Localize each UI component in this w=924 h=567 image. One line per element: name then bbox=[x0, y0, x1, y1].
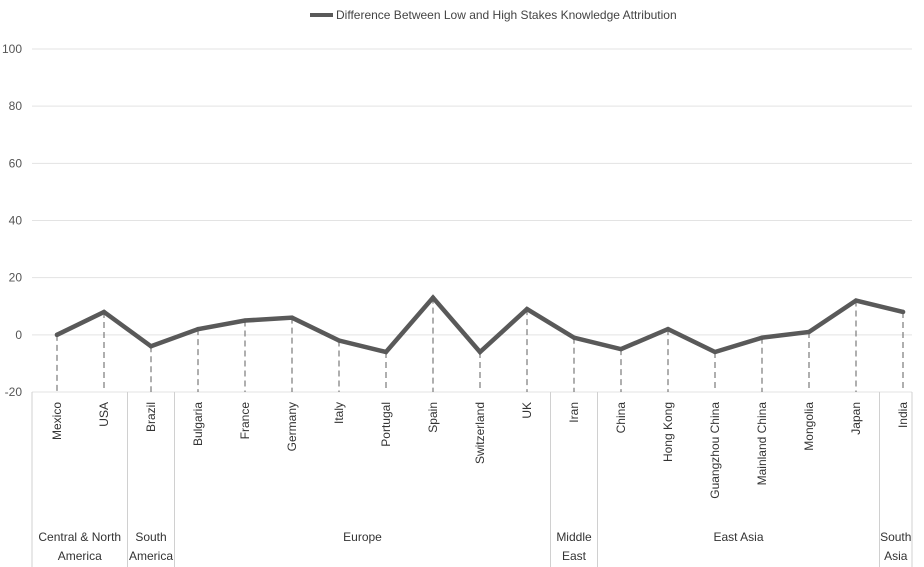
data-point bbox=[806, 329, 812, 335]
data-point bbox=[289, 315, 295, 320]
category-label: India bbox=[896, 402, 910, 428]
category-label: Hong Kong bbox=[661, 402, 675, 462]
series-line bbox=[54, 294, 906, 356]
data-point bbox=[148, 344, 154, 349]
data-point bbox=[665, 326, 671, 332]
data-point bbox=[242, 318, 248, 323]
category-table bbox=[31, 392, 913, 567]
group-label: East bbox=[562, 549, 587, 563]
data-point bbox=[54, 332, 60, 338]
category-label: Spain bbox=[426, 402, 440, 433]
data-point bbox=[524, 306, 530, 312]
category-label: Italy bbox=[332, 402, 346, 424]
data-point bbox=[853, 298, 859, 303]
group-label: America bbox=[129, 549, 173, 563]
group-label: South bbox=[135, 530, 166, 544]
category-label: Brazil bbox=[144, 402, 158, 432]
data-series bbox=[54, 294, 906, 356]
data-point bbox=[571, 335, 577, 340]
group-label: Asia bbox=[884, 549, 908, 563]
category-label: Iran bbox=[567, 402, 581, 423]
data-point bbox=[712, 349, 718, 355]
category-labels: Mexico USA Brazil Bulgaria France Germany Ital… bbox=[50, 402, 910, 499]
y-tick-label: 0 bbox=[15, 328, 22, 342]
group-labels: Central & North America South America Europe… bbox=[38, 530, 911, 563]
category-label: Guangzhou China bbox=[708, 402, 722, 499]
category-label: China bbox=[614, 402, 628, 434]
category-label: Portugal bbox=[379, 402, 393, 447]
group-label: Central & North bbox=[38, 530, 121, 544]
drop-lines bbox=[56, 297, 904, 392]
y-axis-ticks: 100 80 60 40 20 0 -20 bbox=[2, 42, 22, 399]
category-label: Mongolia bbox=[802, 402, 816, 451]
data-point bbox=[477, 349, 483, 355]
y-tick-label: 100 bbox=[2, 42, 22, 56]
data-point bbox=[383, 349, 389, 355]
group-label: Middle bbox=[556, 530, 592, 544]
data-point bbox=[336, 338, 342, 343]
y-tick-label: 80 bbox=[9, 99, 23, 113]
group-label: East Asia bbox=[713, 530, 763, 544]
category-label: Mexico bbox=[50, 402, 64, 440]
category-label: Japan bbox=[849, 402, 863, 435]
data-point bbox=[759, 335, 765, 340]
group-label: South bbox=[880, 530, 911, 544]
data-point bbox=[618, 346, 624, 352]
category-label: USA bbox=[97, 402, 111, 427]
category-label: Mainland China bbox=[755, 402, 769, 486]
category-label: Bulgaria bbox=[191, 402, 205, 446]
y-tick-label: 40 bbox=[9, 214, 23, 228]
data-point bbox=[900, 309, 906, 315]
y-tick-label: 20 bbox=[9, 271, 23, 285]
data-point bbox=[430, 295, 436, 300]
category-label: France bbox=[238, 402, 252, 440]
category-label: Switzerland bbox=[473, 402, 487, 464]
legend-label: Difference Between Low and High Stakes K… bbox=[336, 8, 677, 22]
category-label: UK bbox=[520, 402, 534, 419]
data-point bbox=[101, 309, 107, 315]
chart-legend: Difference Between Low and High Stakes K… bbox=[310, 8, 677, 22]
group-label: America bbox=[58, 549, 102, 563]
category-label: Germany bbox=[285, 402, 299, 451]
group-label: Europe bbox=[343, 530, 382, 544]
y-tick-label: 60 bbox=[9, 156, 23, 170]
y-tick-label: -20 bbox=[5, 385, 23, 399]
data-point bbox=[195, 326, 201, 332]
